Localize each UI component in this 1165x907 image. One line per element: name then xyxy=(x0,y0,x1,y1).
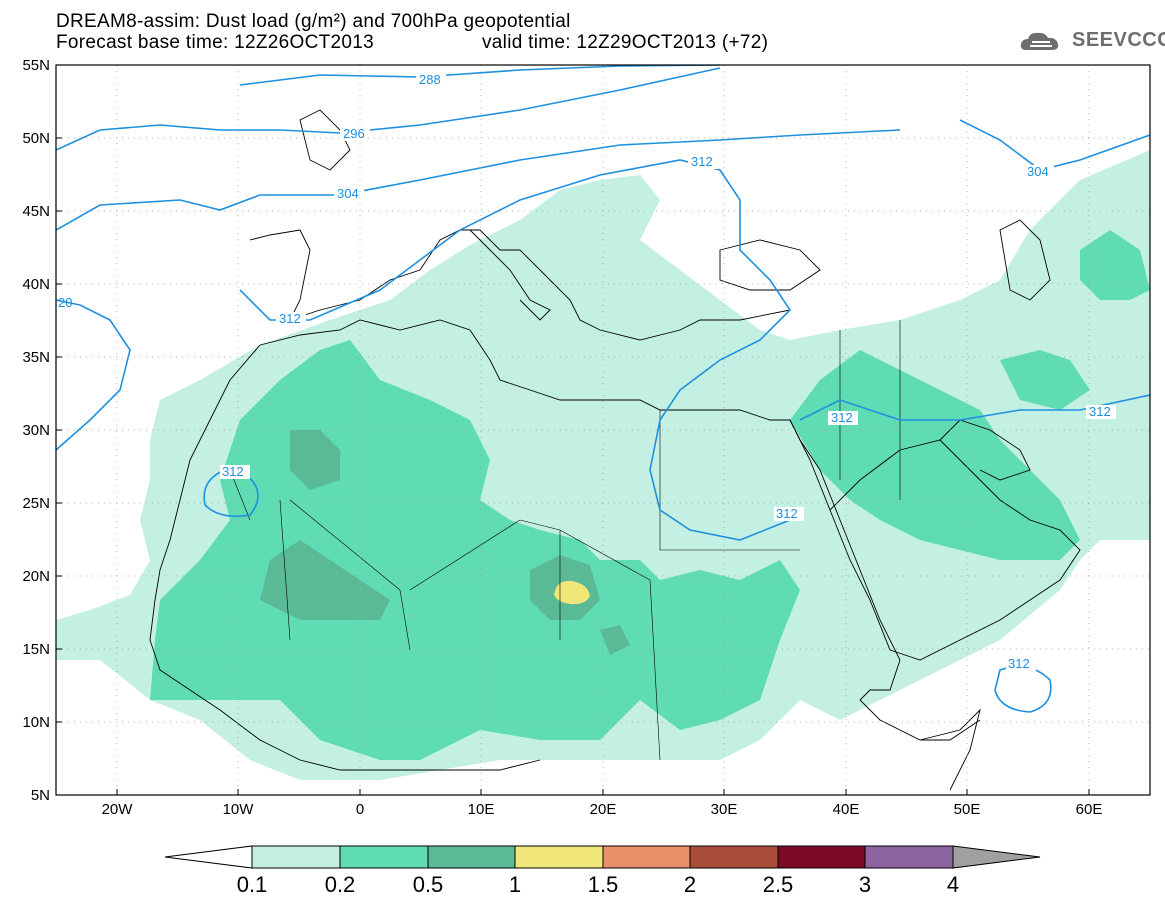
contour-label-312-c: 312 xyxy=(831,410,853,425)
lat-label: 10N xyxy=(22,714,50,731)
border-lines xyxy=(229,320,901,761)
contour-312-east xyxy=(799,394,1150,421)
lat-label: 20N xyxy=(22,568,50,585)
contour-312-west xyxy=(56,299,131,451)
dust-layer-high xyxy=(260,540,390,620)
contour-288 xyxy=(239,65,721,86)
lon-label: 30E xyxy=(711,801,738,818)
lat-label: 50N xyxy=(22,130,50,147)
colorbar-tick: 0.1 xyxy=(237,872,268,897)
lon-label: 50E xyxy=(954,801,981,818)
lat-label: 45N xyxy=(22,203,50,220)
colorbar-tick: 3 xyxy=(859,872,871,897)
coast-italy xyxy=(469,229,551,321)
colorbar-tick: 1 xyxy=(509,872,521,897)
colorbar-bin xyxy=(514,845,604,869)
contour-304 xyxy=(56,129,901,231)
lat-label: 55N xyxy=(22,57,50,74)
colorbar-over-arrow xyxy=(952,845,1041,869)
forecast-base-time: Forecast base time: 12Z26OCT2013 xyxy=(56,32,374,53)
dust-fields xyxy=(56,150,1150,780)
tick-marks xyxy=(56,64,1090,795)
colorbar-under-arrow xyxy=(164,845,253,869)
contour-label-312-f: 312 xyxy=(776,506,798,521)
colorbar-tick: 2.5 xyxy=(763,872,794,897)
lon-label: 20E xyxy=(590,801,617,818)
lon-label: 10W xyxy=(223,801,255,818)
contour-label-312-d: 312 xyxy=(1089,404,1111,419)
coastlines xyxy=(149,109,1081,791)
colorbar-bin xyxy=(689,845,779,869)
colorbar-bin xyxy=(864,845,954,869)
contour-label-312-e: 312 xyxy=(222,464,244,479)
contour-label-312-g: 312 xyxy=(1008,656,1030,671)
lat-label: 30N xyxy=(22,422,50,439)
lon-label: 10E xyxy=(468,801,495,818)
colorbar-tick: 0.5 xyxy=(413,872,444,897)
coast-africa-sw xyxy=(149,344,541,771)
lon-label: 20W xyxy=(102,801,134,818)
colorbar-tick: 0.2 xyxy=(325,872,356,897)
coast-africa-west xyxy=(259,319,981,741)
colorbar-bin xyxy=(339,845,429,869)
lat-label: 15N xyxy=(22,641,50,658)
logo-text: SEEVCCC xyxy=(1072,29,1165,51)
contour-312-loop xyxy=(203,469,259,518)
coast-blacksea xyxy=(719,239,821,291)
contour-label-304-b: 304 xyxy=(1027,164,1049,179)
colorbar-bin xyxy=(602,845,691,869)
valid-time: valid time: 12Z29OCT2013 (+72) xyxy=(482,32,769,53)
contour-312 xyxy=(239,159,792,541)
dust-layer-mid-northeast xyxy=(1080,230,1150,300)
contour-labels: 288 296 304 312 304 312 312 312 312 312 … xyxy=(58,72,1116,671)
lon-label: 40E xyxy=(833,801,860,818)
contour-label-304: 304 xyxy=(337,186,359,201)
cloud-logo-icon xyxy=(1020,32,1059,50)
lat-label: 5N xyxy=(31,787,50,804)
contour-label-20: 20 xyxy=(58,295,72,310)
gridlines xyxy=(56,65,1150,795)
colorbar xyxy=(164,845,1041,869)
coast-redsea xyxy=(789,419,891,651)
contour-label-288: 288 xyxy=(419,72,441,87)
contour-296 xyxy=(56,67,721,151)
map-title: DREAM8-assim: Dust load (g/m²) and 700hP… xyxy=(56,11,571,32)
colorbar-bin xyxy=(251,845,341,869)
lat-label: 40N xyxy=(22,276,50,293)
lat-label: 35N xyxy=(22,349,50,366)
lon-label: 0 xyxy=(356,801,364,818)
lon-label: 60E xyxy=(1076,801,1103,818)
colorbar-bin xyxy=(427,845,516,869)
colorbar-tick: 2 xyxy=(684,872,696,897)
coast-uk xyxy=(299,109,351,171)
coast-somalia xyxy=(919,708,981,791)
coast-arabia xyxy=(829,439,1081,661)
coast-caspian xyxy=(999,219,1051,301)
colorbar-tick: 1.5 xyxy=(588,872,619,897)
latitude-labels: 55N 50N 45N 40N 35N 30N 25N 20N 15N 10N … xyxy=(22,57,50,804)
contour-label-312-b: 312 xyxy=(279,311,301,326)
colorbar-tick: 4 xyxy=(947,872,959,897)
longitude-labels: 20W 10W 0 10E 20E 30E 40E 50E 60E xyxy=(102,801,1103,818)
contour-label-296: 296 xyxy=(343,126,365,141)
colorbar-bin xyxy=(777,845,866,869)
lat-label: 25N xyxy=(22,495,50,512)
colorbar-ticks: 0.1 0.2 0.5 1 1.5 2 2.5 3 4 xyxy=(237,872,959,897)
dust-layer-peak xyxy=(554,580,590,605)
dust-layer-high-2 xyxy=(290,430,340,490)
dust-layer-mid-east xyxy=(790,350,1080,560)
dust-layer-high-4 xyxy=(600,625,630,655)
contour-label-312-a: 312 xyxy=(691,154,713,169)
dust-layer-mid-persia xyxy=(1000,350,1090,410)
